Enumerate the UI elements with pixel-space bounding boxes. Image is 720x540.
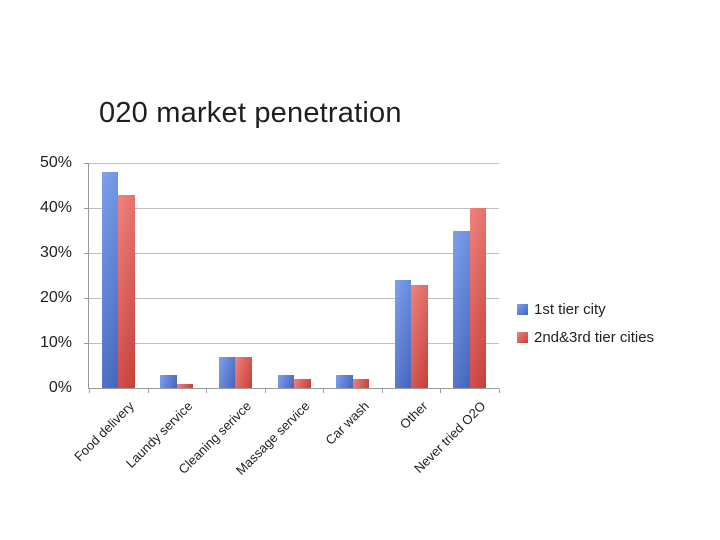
x-axis-tick	[147, 389, 149, 393]
x-axis-tick	[323, 389, 325, 393]
bar-1st-tier-city-cleaning-serivce	[218, 356, 236, 388]
bar-2nd-3rd-tier-cities-car-wash	[352, 379, 370, 388]
y-axis-label-20: 20%	[39, 289, 72, 306]
bar-1st-tier-city-car-wash	[336, 374, 353, 388]
bar-2nd-3rd-tier-cities-other	[411, 284, 428, 388]
bar-2nd-3rd-tier-cities-massage-service	[294, 379, 311, 388]
x-axis-tick	[206, 389, 208, 393]
bar-2nd-3rd-tier-cities-cleaning-serivce	[235, 356, 252, 388]
x-axis-tick	[440, 389, 442, 393]
bar-2nd-3rd-tier-cities-laundy-service	[176, 383, 194, 388]
gridline-40	[89, 208, 499, 209]
x-axis-label-other: Other	[396, 398, 431, 432]
y-axis-label-0: 0%	[48, 379, 72, 396]
bar-1st-tier-city-laundy-service	[160, 374, 177, 388]
legend-item-2nd-3rd-tier-cities: 2nd&3rd tier cities	[517, 329, 654, 346]
plot-area	[84, 163, 500, 393]
bar-2nd-3rd-tier-cities-food-delivery	[118, 194, 135, 388]
gridline-30	[89, 253, 499, 254]
y-axis-tick	[84, 208, 89, 209]
gridline-10	[89, 343, 499, 344]
x-axis-tick	[264, 389, 266, 393]
y-axis-label-40: 40%	[39, 199, 72, 216]
bar-1st-tier-city-other	[394, 280, 412, 388]
x-axis-label-car-wash: Car wash	[322, 398, 372, 448]
y-axis-tick	[84, 298, 89, 299]
chart-title: 020 market penetration	[99, 97, 402, 129]
y-axis-tick	[84, 163, 89, 164]
y-axis-tick	[84, 343, 89, 344]
legend-label-2nd-3rd-tier-cities: 2nd&3rd tier cities	[534, 329, 655, 346]
bar-1st-tier-city-massage-service	[277, 374, 294, 388]
gridline-20	[89, 298, 499, 299]
legend-swatch-1st-tier-city	[517, 304, 528, 315]
legend: 1st tier city 2nd&3rd tier cities	[517, 301, 654, 357]
gridline-50	[89, 163, 499, 164]
y-axis-label-30: 30%	[39, 244, 72, 261]
bar-1st-tier-city-food-delivery	[101, 172, 119, 388]
legend-swatch-2nd-3rd-tier-cities	[517, 332, 528, 343]
legend-item-1st-tier-city: 1st tier city	[517, 301, 654, 318]
bar-1st-tier-city-never-tried-o2o	[453, 230, 470, 388]
x-axis-tick	[499, 389, 500, 393]
bar-2nd-3rd-tier-cities-never-tried-o2o	[469, 208, 487, 388]
x-axis-tick	[381, 389, 383, 393]
y-axis-label-50: 50%	[39, 154, 72, 171]
y-axis-tick	[84, 253, 89, 254]
x-axis-tick	[89, 389, 90, 393]
y-axis-label-10: 10%	[39, 334, 72, 351]
legend-label-1st-tier-city: 1st tier city	[534, 301, 606, 318]
